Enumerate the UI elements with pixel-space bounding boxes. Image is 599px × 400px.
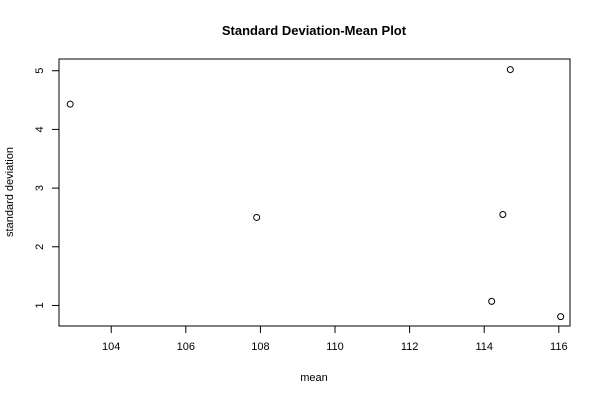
y-axis-label: standard deviation: [4, 147, 16, 237]
x-axis: 104 106 108 110 112 114 116: [102, 325, 568, 353]
y-tick-label: 2: [34, 244, 46, 250]
x-tick-label: 112: [401, 341, 419, 353]
y-tick-label: 1: [34, 302, 46, 308]
data-point: [557, 313, 565, 321]
x-tick-label: 110: [326, 341, 344, 353]
plot-frame: [58, 58, 571, 327]
chart-title: Standard Deviation-Mean Plot: [222, 23, 407, 38]
y-tick-label: 3: [34, 185, 46, 191]
y-tick-label: 5: [34, 68, 46, 74]
x-tick-label: 116: [550, 341, 568, 353]
data-point: [66, 100, 74, 108]
data-point: [488, 297, 496, 305]
data-point: [499, 211, 507, 219]
data-point: [253, 213, 261, 221]
x-axis-label: mean: [300, 372, 328, 384]
data-point: [506, 66, 514, 74]
x-tick-label: 108: [251, 341, 269, 353]
y-axis: 1 2 3 4 5: [34, 68, 60, 309]
data-points: [66, 66, 565, 321]
x-tick-label: 114: [475, 341, 493, 353]
y-tick-label: 4: [34, 126, 46, 132]
x-tick-label: 104: [102, 341, 120, 353]
x-tick-label: 106: [177, 341, 195, 353]
